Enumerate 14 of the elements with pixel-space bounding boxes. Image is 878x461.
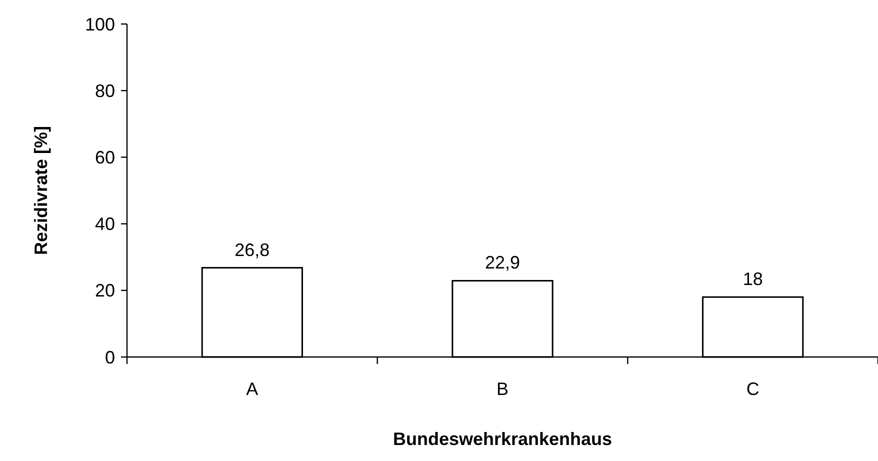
y-tick-label: 40: [94, 214, 115, 234]
y-tick-label: 0: [104, 347, 115, 368]
y-tick-label: 60: [94, 148, 115, 168]
y-tick-label: 20: [94, 280, 115, 301]
data-label: 18: [742, 269, 763, 290]
x-tick-label: B: [496, 379, 509, 399]
x-axis-title: Bundeswehrkrankenhaus: [392, 429, 612, 449]
y-tick-label: 80: [94, 80, 115, 101]
y-tick-label: 100: [84, 14, 115, 34]
y-axis-title: Rezidivrate [%]: [31, 126, 51, 256]
x-tick-label: C: [746, 379, 760, 399]
x-tick-label: A: [246, 379, 258, 399]
data-label: 22,9: [484, 252, 520, 273]
data-label: 26,8: [234, 240, 270, 260]
